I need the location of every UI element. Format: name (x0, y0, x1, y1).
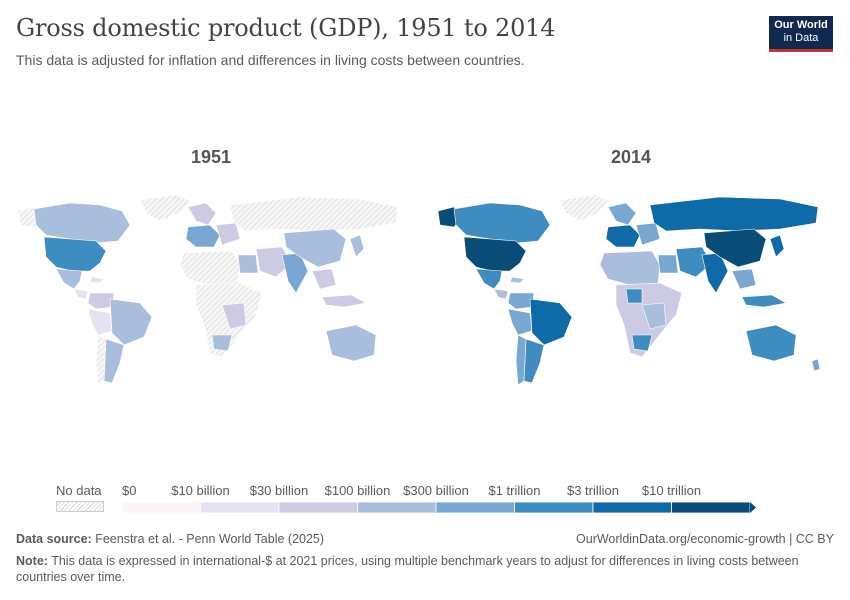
argentina-1951[interactable] (103, 338, 125, 384)
north-africa-2014[interactable] (599, 250, 661, 286)
source-url[interactable]: OurWorldinData.org/economic-growth | CC … (576, 532, 834, 546)
legend-bin-2[interactable] (278, 501, 358, 514)
greenland-1951[interactable] (139, 194, 191, 222)
data-source-label: Data source: (16, 532, 92, 546)
iceland-scandinavia-2014[interactable] (607, 202, 637, 226)
japan-korea-2014[interactable] (769, 234, 785, 258)
egypt-2014[interactable] (657, 254, 679, 274)
new-zealand-2014[interactable] (811, 358, 821, 372)
colombia-venezuela-2014[interactable] (507, 292, 535, 310)
chart-note: Note: This data is expressed in internat… (16, 553, 831, 585)
canada-1951[interactable] (33, 202, 131, 244)
legend-tick-label-4: $300 billion (403, 483, 469, 498)
legend-tick-label-6: $3 trillion (567, 483, 619, 498)
middle-east-2014[interactable] (675, 246, 713, 278)
legend-tick-label-7: $10 trillion (642, 483, 701, 498)
chart-title: Gross domestic product (GDP), 1951 to 20… (16, 14, 556, 42)
note-text: This data is expressed in international-… (16, 554, 799, 584)
peru-bolivia-2014[interactable] (507, 308, 533, 336)
australia-2014[interactable] (745, 324, 797, 362)
eastern-europe-1951[interactable] (215, 222, 241, 246)
china-1951[interactable] (283, 228, 347, 268)
central-america-2014[interactable] (493, 288, 509, 300)
western-europe-2014[interactable] (605, 224, 641, 248)
egypt-1951[interactable] (237, 254, 259, 274)
south-africa-1951[interactable] (211, 334, 233, 352)
south-africa-2014[interactable] (631, 334, 653, 352)
legend-no-data-label: No data (56, 483, 102, 498)
usa-1951[interactable] (43, 236, 107, 272)
central-america-1951[interactable] (73, 288, 89, 300)
caribbean-2014[interactable] (509, 276, 525, 284)
middle-east-1951[interactable] (255, 246, 293, 278)
legend-bin-7[interactable] (671, 501, 751, 514)
iceland-scandinavia-1951[interactable] (187, 202, 217, 226)
legend-bin-5[interactable] (514, 501, 594, 514)
mexico-1951[interactable] (55, 268, 83, 290)
note-label: Note: (16, 554, 48, 568)
legend-bin-6[interactable] (592, 501, 672, 514)
chart-subtitle: This data is adjusted for inflation and … (16, 52, 525, 68)
data-source: Data source: Feenstra et al. - Penn Worl… (16, 532, 324, 546)
legend-no-data-swatch (56, 501, 104, 512)
map-year-2014: 2014 (611, 147, 652, 167)
indonesia-2014[interactable] (741, 294, 787, 308)
indonesia-1951[interactable] (321, 294, 367, 308)
legend-bin-3[interactable] (357, 501, 437, 514)
usa-2014[interactable] (463, 236, 527, 272)
map-2014 (437, 194, 821, 386)
logo-line-2: in Data (783, 32, 819, 44)
legend-tick-label-3: $100 billion (325, 483, 391, 498)
eastern-europe-2014[interactable] (635, 222, 661, 246)
legend-tick-label-0: $0 (122, 483, 136, 498)
chile-2014[interactable] (515, 334, 527, 386)
southeast-asia-2014[interactable] (731, 268, 757, 290)
southeast-asia-1951[interactable] (311, 268, 337, 290)
australia-1951[interactable] (325, 324, 377, 362)
legend-bin-1[interactable] (200, 501, 280, 514)
world-maps (17, 194, 821, 386)
greenland-2014[interactable] (559, 194, 611, 222)
legend-bin-4[interactable] (435, 501, 515, 514)
caribbean-1951[interactable] (89, 276, 105, 284)
nigeria-2014[interactable] (625, 288, 643, 304)
map-1951 (17, 194, 399, 386)
russia-2014[interactable] (649, 196, 819, 232)
legend-arrow (750, 502, 756, 513)
brazil-1951[interactable] (109, 298, 153, 346)
legend-tick-label-5: $1 trillion (488, 483, 540, 498)
data-source-text: Feenstra et al. - Penn World Table (2025… (95, 532, 325, 546)
legend-tick-label-2: $30 billion (250, 483, 309, 498)
legend-bin-0[interactable] (121, 501, 201, 514)
western-europe-1951[interactable] (185, 224, 221, 248)
legend-tick-label-1: $10 billion (171, 483, 230, 498)
peru-bolivia-1951[interactable] (87, 308, 113, 336)
china-2014[interactable] (703, 228, 767, 268)
chile-1951[interactable] (95, 334, 107, 386)
canada-2014[interactable] (453, 202, 551, 244)
ussr-1951[interactable] (229, 196, 399, 232)
north-africa-1951[interactable] (179, 250, 241, 286)
colombia-venezuela-1951[interactable] (87, 292, 115, 310)
logo-line-1: Our World (774, 19, 828, 31)
brazil-2014[interactable] (529, 298, 573, 346)
argentina-2014[interactable] (523, 338, 545, 384)
map-year-1951: 1951 (191, 147, 232, 167)
owid-logo[interactable]: Our World in Data (769, 16, 833, 52)
japan-korea-1951[interactable] (349, 234, 365, 258)
color-legend: $0 $10 billion $30 billion $100 billion $300… (121, 483, 756, 514)
central-africa-1951[interactable] (221, 302, 247, 330)
central-africa-2014[interactable] (641, 302, 667, 330)
mexico-2014[interactable] (475, 268, 503, 290)
